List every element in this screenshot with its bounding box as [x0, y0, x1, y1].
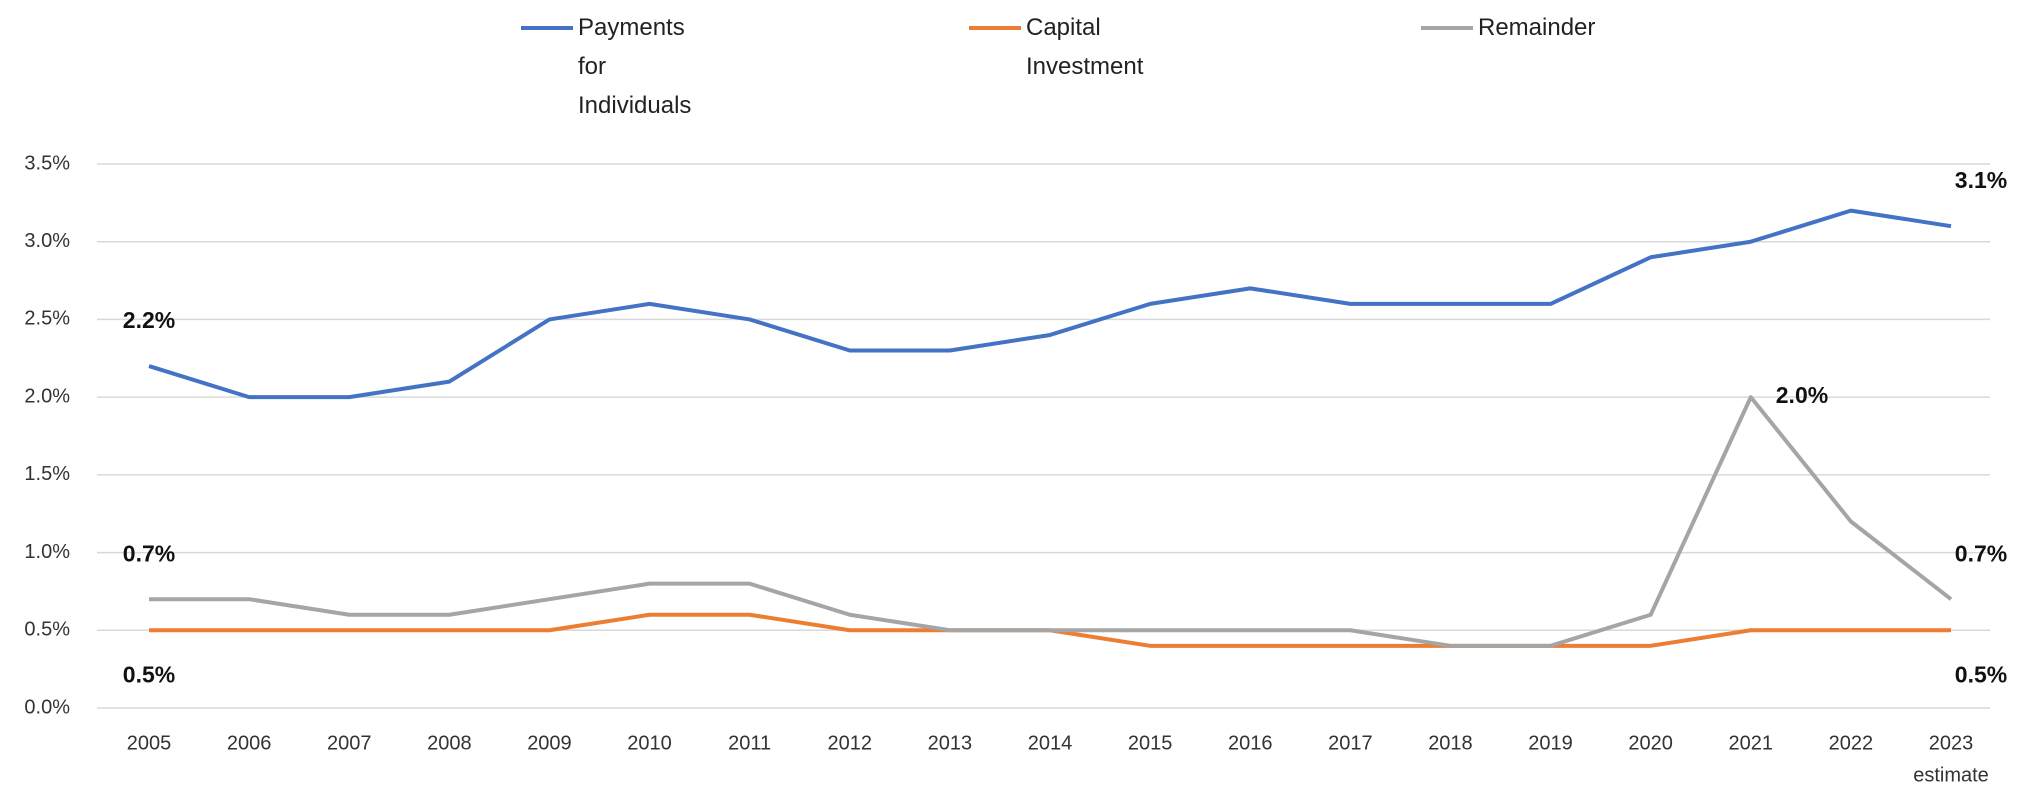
data-label: 2.0% [1776, 382, 1828, 408]
y-tick-label: 2.5% [24, 308, 70, 330]
x-tick-note: estimate [1913, 764, 1989, 786]
x-tick-label: 2023 [1929, 732, 1974, 754]
data-label: 3.1% [1955, 167, 2007, 193]
y-tick-label: 0.0% [24, 696, 70, 718]
x-tick-label: 2012 [828, 732, 873, 754]
x-tick-label: 2018 [1428, 732, 1473, 754]
x-tick-label: 2016 [1228, 732, 1273, 754]
y-tick-label: 1.5% [24, 463, 70, 485]
x-tick-label: 2017 [1328, 732, 1373, 754]
y-tick-label: 2.0% [24, 385, 70, 407]
y-tick-label: 1.0% [24, 541, 70, 563]
x-tick-label: 2013 [928, 732, 973, 754]
data-label: 0.7% [123, 540, 175, 566]
data-label: 0.5% [1955, 661, 2007, 687]
x-tick-label: 2005 [127, 732, 172, 754]
x-tick-label: 2007 [327, 732, 372, 754]
y-tick-label: 3.5% [24, 152, 70, 174]
series-line [148, 208, 1952, 400]
x-tick-label: 2008 [427, 732, 472, 754]
x-tick-label: 2019 [1528, 732, 1573, 754]
legend-label: Remainder [1478, 14, 1596, 41]
data-label: 2.2% [123, 307, 175, 333]
data-label: 0.5% [123, 661, 175, 687]
x-tick-label: 2022 [1829, 732, 1874, 754]
x-tick-label: 2010 [627, 732, 672, 754]
legend-label: Payments for Individuals [578, 14, 692, 119]
legend-label: Capital Investment [1026, 14, 1144, 80]
x-tick-label: 2014 [1028, 732, 1073, 754]
x-tick-label: 2021 [1729, 732, 1774, 754]
data-label: 0.7% [1955, 540, 2007, 566]
y-tick-label: 0.5% [24, 619, 70, 641]
series-line [149, 395, 1953, 648]
y-tick-label: 3.0% [24, 230, 70, 252]
x-tick-label: 2009 [527, 732, 572, 754]
x-tick-label: 2020 [1628, 732, 1673, 754]
x-tick-label: 2015 [1128, 732, 1173, 754]
x-tick-label: 2011 [728, 732, 771, 754]
x-tick-label: 2006 [227, 732, 272, 754]
